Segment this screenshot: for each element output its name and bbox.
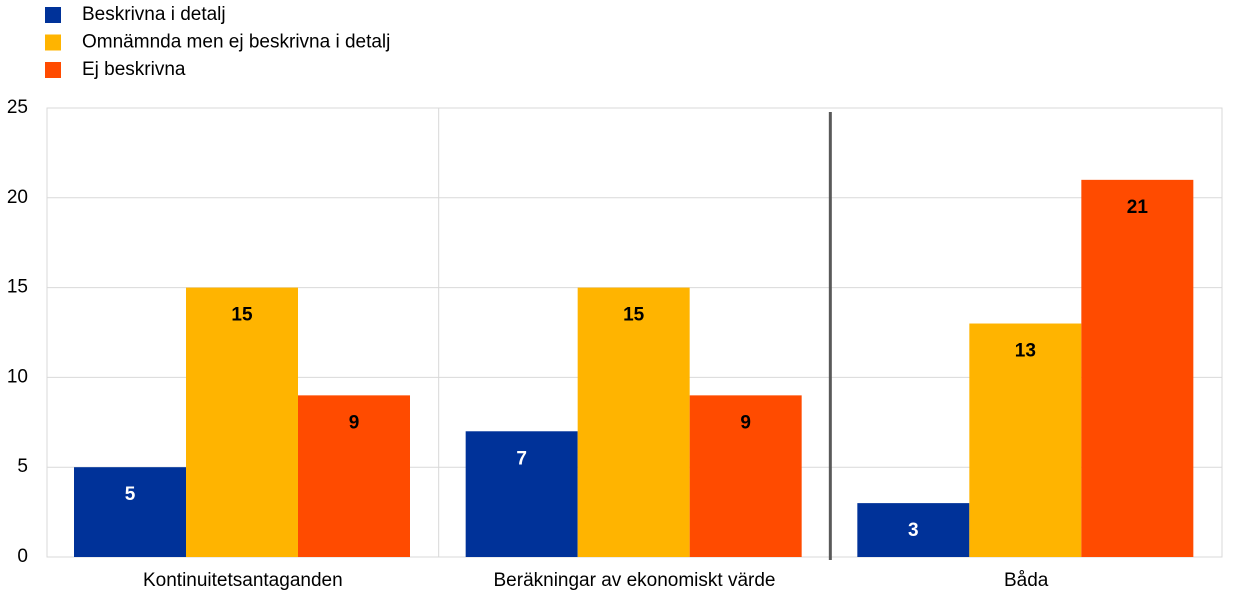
value-label: 5 [125,484,136,505]
legend-label: Ej beskrivna [82,59,186,80]
x-tick-label: Båda [1004,570,1049,591]
bar [689,395,802,557]
bar [465,431,578,557]
value-label: 7 [516,448,527,469]
value-label: 9 [740,412,751,433]
y-tick-label: 20 [7,187,28,208]
y-tick-label: 0 [17,546,28,567]
y-tick-label: 10 [7,366,28,387]
legend-swatch [45,62,61,78]
bar [969,323,1082,557]
bar [857,503,970,557]
legend-swatch [45,34,61,51]
value-label: 3 [908,520,919,541]
bar [1081,179,1194,557]
legend-swatch [45,7,61,23]
legend-label: Omnämnda men ej beskrivna i detalj [82,32,390,53]
value-label: 9 [349,412,360,433]
y-tick-label: 5 [17,456,28,477]
value-label: 15 [231,305,253,326]
value-label: 21 [1127,197,1149,218]
y-tick-label: 25 [7,97,28,118]
x-tick-label: Kontinuitetsantaganden [143,570,343,591]
bar [74,467,186,557]
legend-label: Beskrivna i detalj [82,4,226,25]
bar [577,287,690,557]
value-label: 15 [623,305,645,326]
bar [298,395,410,557]
value-label: 13 [1015,341,1036,362]
y-tick-label: 15 [7,277,28,298]
x-tick-label: Beräkningar av ekonomiskt värde [494,570,776,591]
bar [186,287,298,557]
